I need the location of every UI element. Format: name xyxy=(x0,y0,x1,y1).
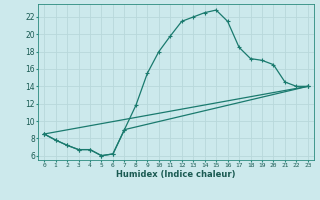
X-axis label: Humidex (Indice chaleur): Humidex (Indice chaleur) xyxy=(116,170,236,179)
